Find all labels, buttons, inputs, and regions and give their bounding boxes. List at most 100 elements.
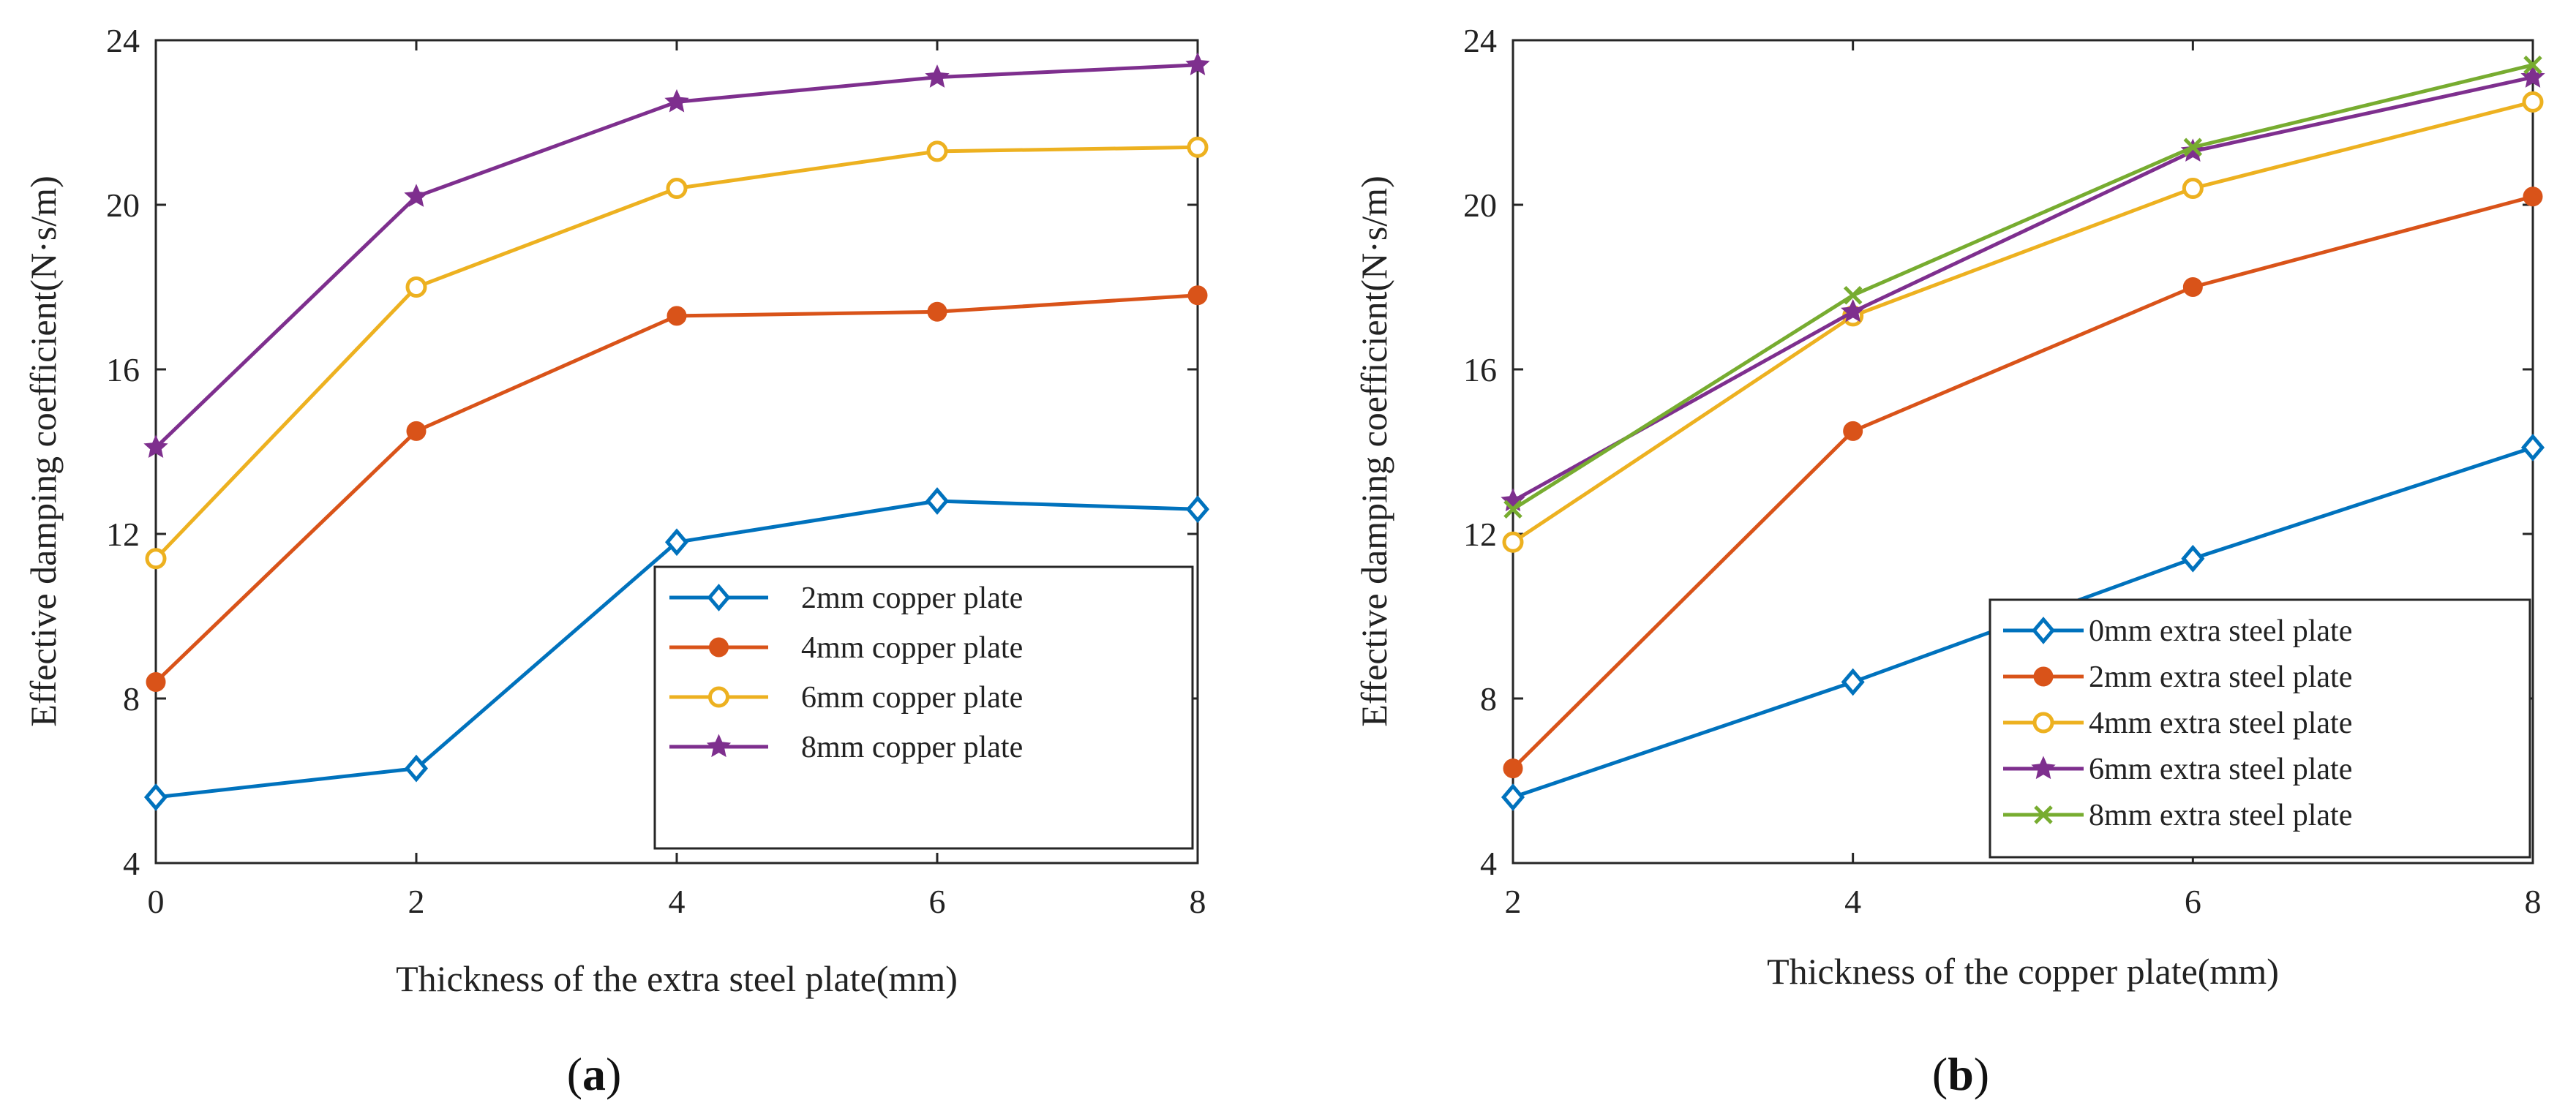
panel-caption-a: (a): [567, 1048, 622, 1100]
data-point: [1185, 495, 1210, 524]
data-point: [145, 548, 167, 570]
legend-entry: 2mm extra steel plate: [2003, 660, 2352, 694]
legend-label: 4mm copper plate: [801, 631, 1023, 665]
caption-b-open: (: [1932, 1048, 1948, 1100]
series-4: [143, 52, 1210, 458]
series-group-a: [143, 52, 1210, 811]
legend-entry: 6mm copper plate: [669, 681, 1023, 715]
data-point: [1187, 285, 1208, 306]
data-point: [925, 64, 950, 88]
legend-swatch-marker: [707, 584, 731, 611]
series-line: [1512, 99, 2534, 544]
legend-swatch-marker: [706, 734, 732, 758]
y-tick-label: 4: [1480, 845, 1497, 882]
data-point: [1843, 421, 1863, 441]
series-line: [1512, 75, 2534, 503]
data-point: [143, 434, 168, 458]
x-tick-label: 6: [929, 883, 946, 920]
legend-entry: 4mm copper plate: [669, 631, 1023, 665]
data-point: [926, 140, 948, 162]
caption-a-close: ): [606, 1048, 621, 1100]
x-tick-label: 2: [408, 883, 425, 920]
data-point: [146, 672, 166, 692]
x-tick-label: 6: [2185, 883, 2201, 920]
data-point: [1187, 136, 1209, 158]
x-tick-label: 0: [148, 883, 165, 920]
legend-label: 2mm extra steel plate: [2089, 660, 2352, 694]
data-point: [1841, 298, 1866, 323]
data-point: [1502, 531, 1524, 553]
legend-label: 0mm extra steel plate: [2089, 614, 2352, 648]
legend-b: 0mm extra steel plate 2mm extra steel pla…: [1989, 598, 2531, 859]
data-point: [1841, 668, 1865, 696]
legend-swatch-marker: [709, 637, 729, 658]
legend-a: 2mm copper plate 4mm copper plate 6mm copp…: [653, 565, 1194, 850]
x-tick-label: 2: [1505, 883, 1522, 920]
legend-box: [653, 565, 1194, 850]
data-point: [404, 184, 429, 207]
caption-b-letter: b: [1948, 1048, 1974, 1100]
y-tick-label: 16: [106, 351, 140, 388]
data-point: [1185, 52, 1210, 75]
y-tick-label: 8: [123, 680, 140, 718]
data-point: [927, 301, 947, 322]
series-4: [1501, 64, 2545, 512]
data-point: [2520, 434, 2545, 462]
y-tick-label: 12: [106, 516, 140, 553]
data-point: [664, 88, 689, 113]
data-point: [143, 783, 168, 811]
data-point: [1503, 758, 1523, 779]
series-line: [1512, 63, 2534, 511]
x-tick-label: 4: [669, 883, 686, 920]
legend-entry: 8mm copper plate: [669, 731, 1023, 764]
x-tick-label: 8: [2525, 883, 2542, 920]
y-tick-label: 12: [1463, 516, 1497, 553]
data-point: [664, 528, 689, 557]
data-point: [1843, 285, 1863, 305]
data-point: [2522, 91, 2544, 113]
data-point: [2523, 187, 2543, 207]
data-point: [2182, 277, 2203, 297]
data-point: [2181, 544, 2205, 573]
legend-swatch-marker: [2033, 666, 2054, 687]
series-1: [143, 487, 1210, 811]
legend-entry: 4mm extra steel plate: [2003, 707, 2352, 740]
legend-label: 4mm extra steel plate: [2089, 707, 2352, 740]
data-point: [2520, 64, 2545, 88]
y-tick-label: 24: [106, 22, 140, 59]
legend-swatch-marker: [2031, 617, 2056, 644]
series-2: [1503, 187, 2543, 779]
panel-caption-b: (b): [1932, 1048, 1989, 1100]
data-point: [2180, 138, 2205, 162]
data-point: [2182, 178, 2204, 199]
data-point: [405, 276, 427, 298]
x-tick-label: 4: [1844, 883, 1861, 920]
x-axis-label-b: Thickness of the copper plate(mm): [1767, 951, 2279, 992]
y-axis-ticks-b: 4 8 12 16 20 24: [1463, 22, 2533, 882]
data-point: [925, 487, 950, 515]
y-axis-label-b: Effective damping coefficient(N·s/m): [1353, 176, 1394, 726]
legend-label: 6mm extra steel plate: [2089, 753, 2352, 786]
series-5: [1503, 55, 2542, 519]
data-point: [1503, 500, 1522, 519]
data-point: [2183, 138, 2203, 157]
series-line: [1512, 195, 2534, 770]
y-tick-label: 24: [1463, 22, 1497, 59]
x-axis-ticks-a: 0 2 4 6 8: [148, 40, 1206, 920]
data-point: [406, 421, 427, 441]
legend-swatch-marker: [2032, 712, 2054, 734]
legend-swatch-marker: [2031, 756, 2056, 780]
x-tick-label: 8: [1190, 883, 1206, 920]
caption-a-letter: a: [582, 1048, 606, 1100]
y-axis-ticks-a: 4 8 12 16 20 24: [106, 22, 1198, 882]
legend-label: 6mm copper plate: [801, 681, 1023, 715]
data-point: [1501, 783, 1525, 811]
legend-entry: 6mm extra steel plate: [2003, 753, 2352, 786]
y-tick-label: 20: [1463, 187, 1497, 224]
y-tick-label: 4: [123, 845, 140, 882]
series-group-b: [1501, 55, 2545, 811]
legend-entry: 2mm copper plate: [669, 581, 1023, 615]
data-point: [2523, 55, 2542, 75]
